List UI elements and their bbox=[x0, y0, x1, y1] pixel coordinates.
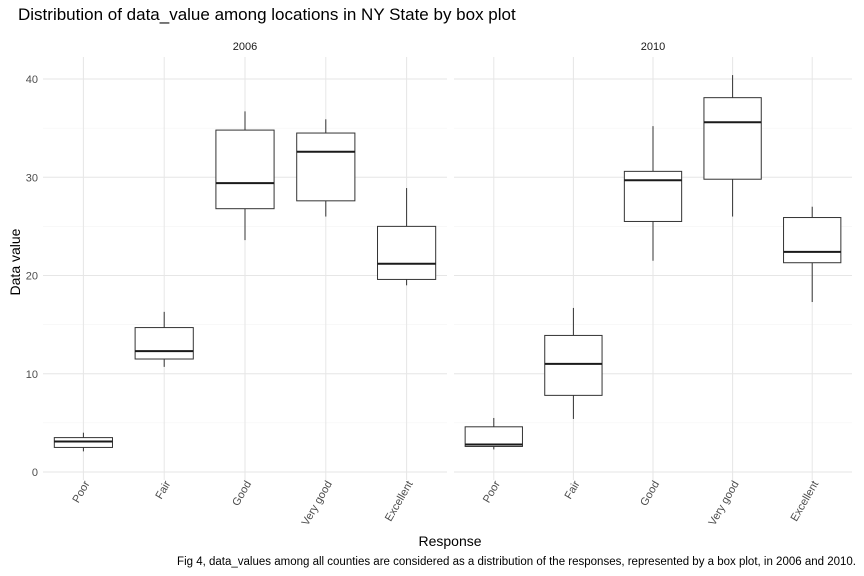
box bbox=[296, 132, 356, 202]
y-tick-label: 20 bbox=[26, 271, 38, 283]
box bbox=[783, 217, 842, 264]
facet-label: 2006 bbox=[233, 41, 257, 53]
box bbox=[464, 426, 523, 447]
box bbox=[134, 327, 194, 360]
x-tick-label: Excellent bbox=[789, 479, 822, 524]
y-axis-label: Data value bbox=[7, 228, 23, 296]
y-tick-label: 30 bbox=[26, 172, 38, 184]
x-tick-label: Good bbox=[230, 479, 254, 508]
figure-caption: Fig 4, data_values among all counties ar… bbox=[177, 556, 856, 568]
x-tick-label: Poor bbox=[481, 479, 503, 505]
box bbox=[703, 97, 762, 180]
y-tick-label: 10 bbox=[26, 369, 38, 381]
box bbox=[544, 334, 603, 396]
y-tick-label: 40 bbox=[26, 74, 38, 86]
x-tick-label: Very good bbox=[300, 479, 335, 528]
box bbox=[215, 129, 275, 210]
x-tick-label: Very good bbox=[707, 479, 742, 528]
x-tick-label: Poor bbox=[70, 479, 92, 505]
box bbox=[623, 170, 683, 222]
box bbox=[377, 225, 437, 280]
x-tick-label: Fair bbox=[153, 479, 173, 502]
x-axis-label: Response bbox=[418, 533, 482, 549]
x-tick-label: Good bbox=[638, 479, 662, 508]
y-tick-label: 0 bbox=[32, 467, 38, 479]
chart-title: Distribution of data_value among locatio… bbox=[18, 5, 516, 24]
facet-label: 2010 bbox=[641, 41, 665, 53]
x-tick-label: Excellent bbox=[383, 479, 416, 524]
x-tick-label: Fair bbox=[563, 479, 583, 502]
